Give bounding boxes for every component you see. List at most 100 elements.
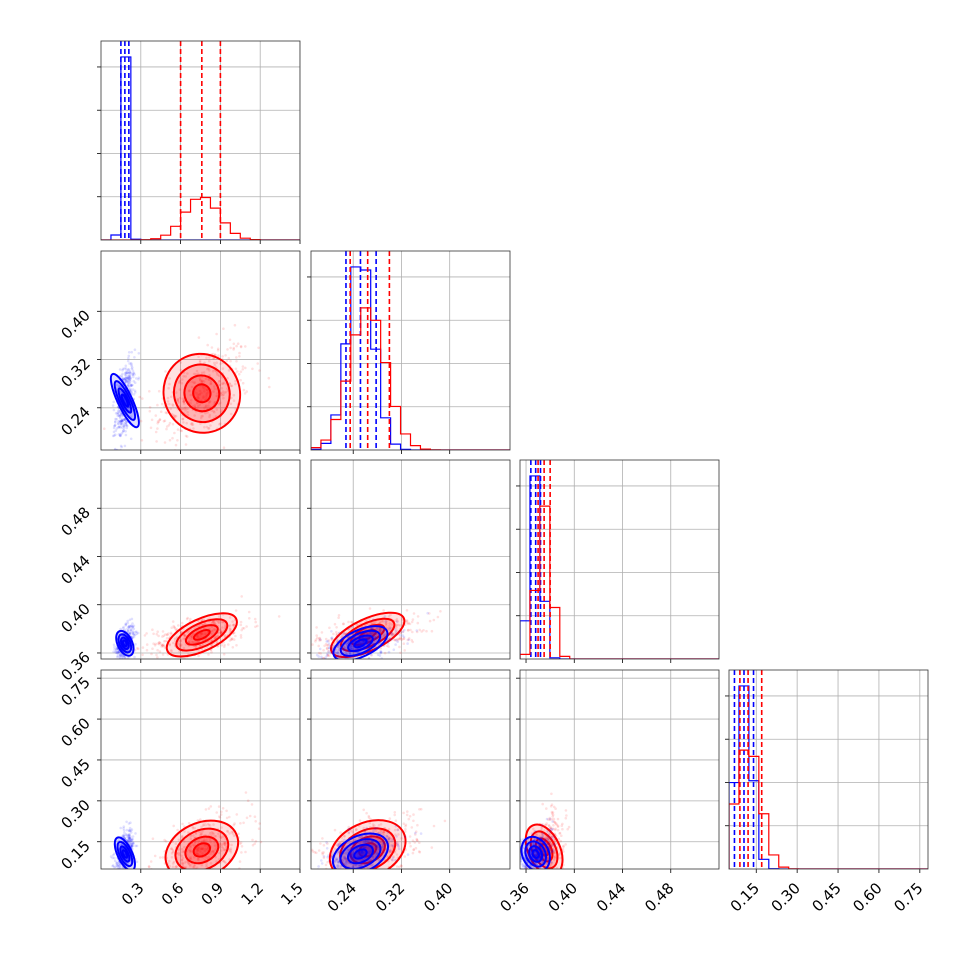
sample-point <box>369 850 372 853</box>
sample-point <box>378 627 381 631</box>
sample-point <box>336 864 339 867</box>
contour-blue <box>121 639 128 648</box>
sample-point <box>190 634 193 637</box>
sample-point <box>554 822 558 825</box>
sample-point <box>174 842 178 845</box>
sample-point <box>380 635 384 639</box>
sample-point <box>383 634 386 638</box>
sample-point <box>114 874 117 877</box>
sample-point <box>122 419 125 422</box>
y-tick-label: 0.48 <box>57 503 93 539</box>
sample-point <box>412 612 416 615</box>
sample-point <box>244 791 248 794</box>
sample-point <box>123 831 126 835</box>
sample-point <box>198 389 202 393</box>
sample-point <box>522 870 525 873</box>
sample-point <box>341 872 344 875</box>
sample-point <box>176 398 180 402</box>
sample-point <box>314 876 317 879</box>
sample-point <box>140 439 144 442</box>
sample-point <box>558 832 561 835</box>
sample-point <box>187 862 191 865</box>
sample-point <box>351 647 354 651</box>
sample-point <box>329 874 332 877</box>
sample-point <box>192 834 195 837</box>
sample-point <box>148 406 152 409</box>
sample-point <box>516 853 519 856</box>
sample-point <box>124 421 127 424</box>
sample-point <box>137 378 140 381</box>
sample-point <box>192 875 195 878</box>
sample-point <box>222 859 226 863</box>
sample-point <box>136 631 140 635</box>
sample-point <box>225 359 229 363</box>
sample-point <box>109 855 113 858</box>
sample-point <box>157 420 161 424</box>
sample-point <box>210 346 214 349</box>
sample-point <box>197 846 200 849</box>
sample-point <box>229 359 232 363</box>
sample-point <box>205 388 209 392</box>
sample-point <box>185 421 188 425</box>
sample-point <box>199 850 202 853</box>
sample-point <box>532 885 535 888</box>
sample-point <box>118 374 122 378</box>
sample-point <box>313 851 317 854</box>
sample-point <box>344 860 348 863</box>
sample-point <box>549 826 553 830</box>
sample-point <box>325 841 328 844</box>
sample-point <box>388 837 391 841</box>
sample-point <box>130 845 134 848</box>
sample-point <box>529 870 532 873</box>
sample-point <box>127 833 131 836</box>
sample-point <box>127 829 131 832</box>
sample-point <box>221 394 224 397</box>
sample-point <box>145 632 148 635</box>
sample-point <box>198 644 202 647</box>
sample-point <box>124 375 128 379</box>
sample-point <box>130 390 133 393</box>
sample-point <box>564 816 568 820</box>
sample-point <box>368 859 372 862</box>
sample-point <box>227 357 231 360</box>
sample-point <box>368 607 372 610</box>
sample-point <box>197 654 200 658</box>
sample-point <box>257 346 260 350</box>
sample-point <box>559 856 562 860</box>
sample-point <box>386 626 390 630</box>
sample-point <box>411 640 415 644</box>
sample-point <box>360 863 364 866</box>
sample-point <box>201 852 204 855</box>
sample-point <box>330 636 334 639</box>
x-tick-label: 1.5 <box>277 879 307 909</box>
sample-point <box>113 424 117 428</box>
sample-point <box>346 872 349 875</box>
sample-point <box>194 871 197 874</box>
sample-point <box>337 662 340 665</box>
sample-point <box>191 825 194 829</box>
sample-point <box>224 623 227 627</box>
sample-point <box>180 858 183 862</box>
sample-point <box>219 362 222 366</box>
sample-point <box>232 823 236 827</box>
sample-point <box>385 644 389 647</box>
sample-point <box>139 419 143 423</box>
sample-point <box>339 831 342 834</box>
sample-point <box>376 826 379 830</box>
sample-point <box>182 399 185 403</box>
sample-point <box>545 837 549 840</box>
sample-point <box>135 630 138 634</box>
sample-point <box>391 856 395 859</box>
contour-blue <box>332 625 389 659</box>
sample-point <box>428 612 431 615</box>
sample-point <box>359 851 363 855</box>
sample-point <box>402 637 406 640</box>
sample-point <box>226 830 230 833</box>
sample-point <box>189 846 192 849</box>
sample-point <box>121 655 124 659</box>
y-tick-label: 0.44 <box>57 552 93 588</box>
panel-1-1 <box>307 250 511 454</box>
sample-point <box>402 822 406 825</box>
sample-point <box>126 382 129 386</box>
sample-point <box>120 866 124 869</box>
